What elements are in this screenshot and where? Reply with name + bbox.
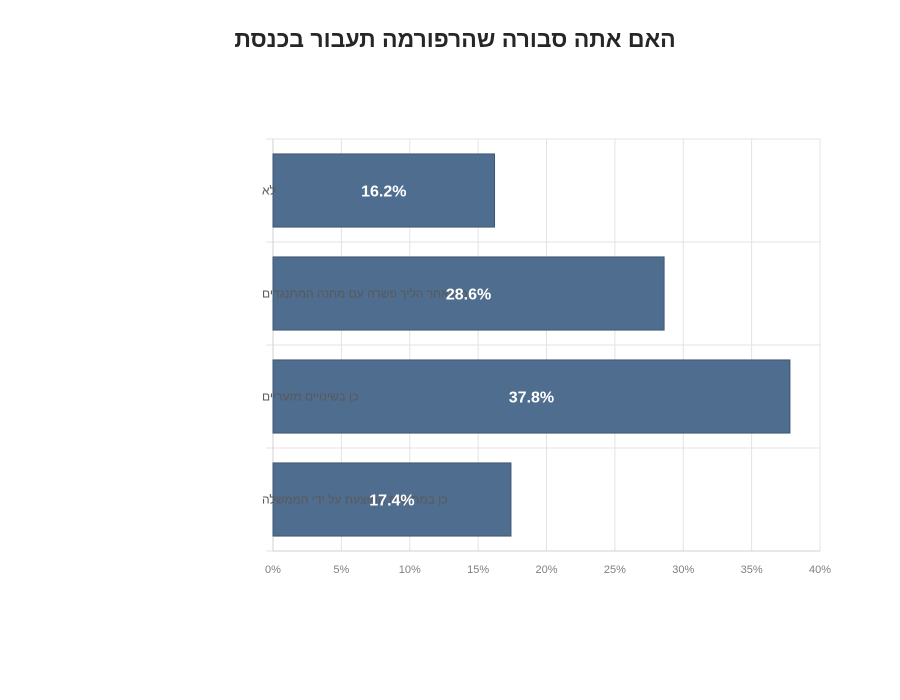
bar[interactable] [272,153,496,228]
x-tick-label: 10% [399,564,421,576]
data-label: 28.6% [446,287,491,304]
x-tick-label: 25% [604,564,626,576]
x-tick-label: 20% [535,564,557,576]
x-tick-label: 35% [741,564,763,576]
x-tick-label: 15% [467,564,489,576]
bar[interactable] [272,462,512,537]
x-tick-label: 0% [265,564,281,576]
x-tick-label: 5% [333,564,349,576]
data-label: 37.8% [509,390,554,407]
category-label: כן בשינויים מזעריים [262,390,358,404]
data-label: 17.4% [369,493,414,510]
data-label: 16.2% [361,184,406,201]
x-tick-label: 40% [809,564,831,576]
x-tick-label: 30% [672,564,694,576]
category-label: לא [262,184,276,198]
category-label: כן לאחר הליך פשרה עם מחנה המתנגדים [262,287,468,301]
bar[interactable] [272,359,791,434]
category-label: כן במתכונת המוצעת על ידי הממשלה [262,493,448,507]
bar[interactable] [272,256,665,331]
chart-title: האם אתה סבורה שהרפורמה תעבור בכנסת [234,26,676,52]
